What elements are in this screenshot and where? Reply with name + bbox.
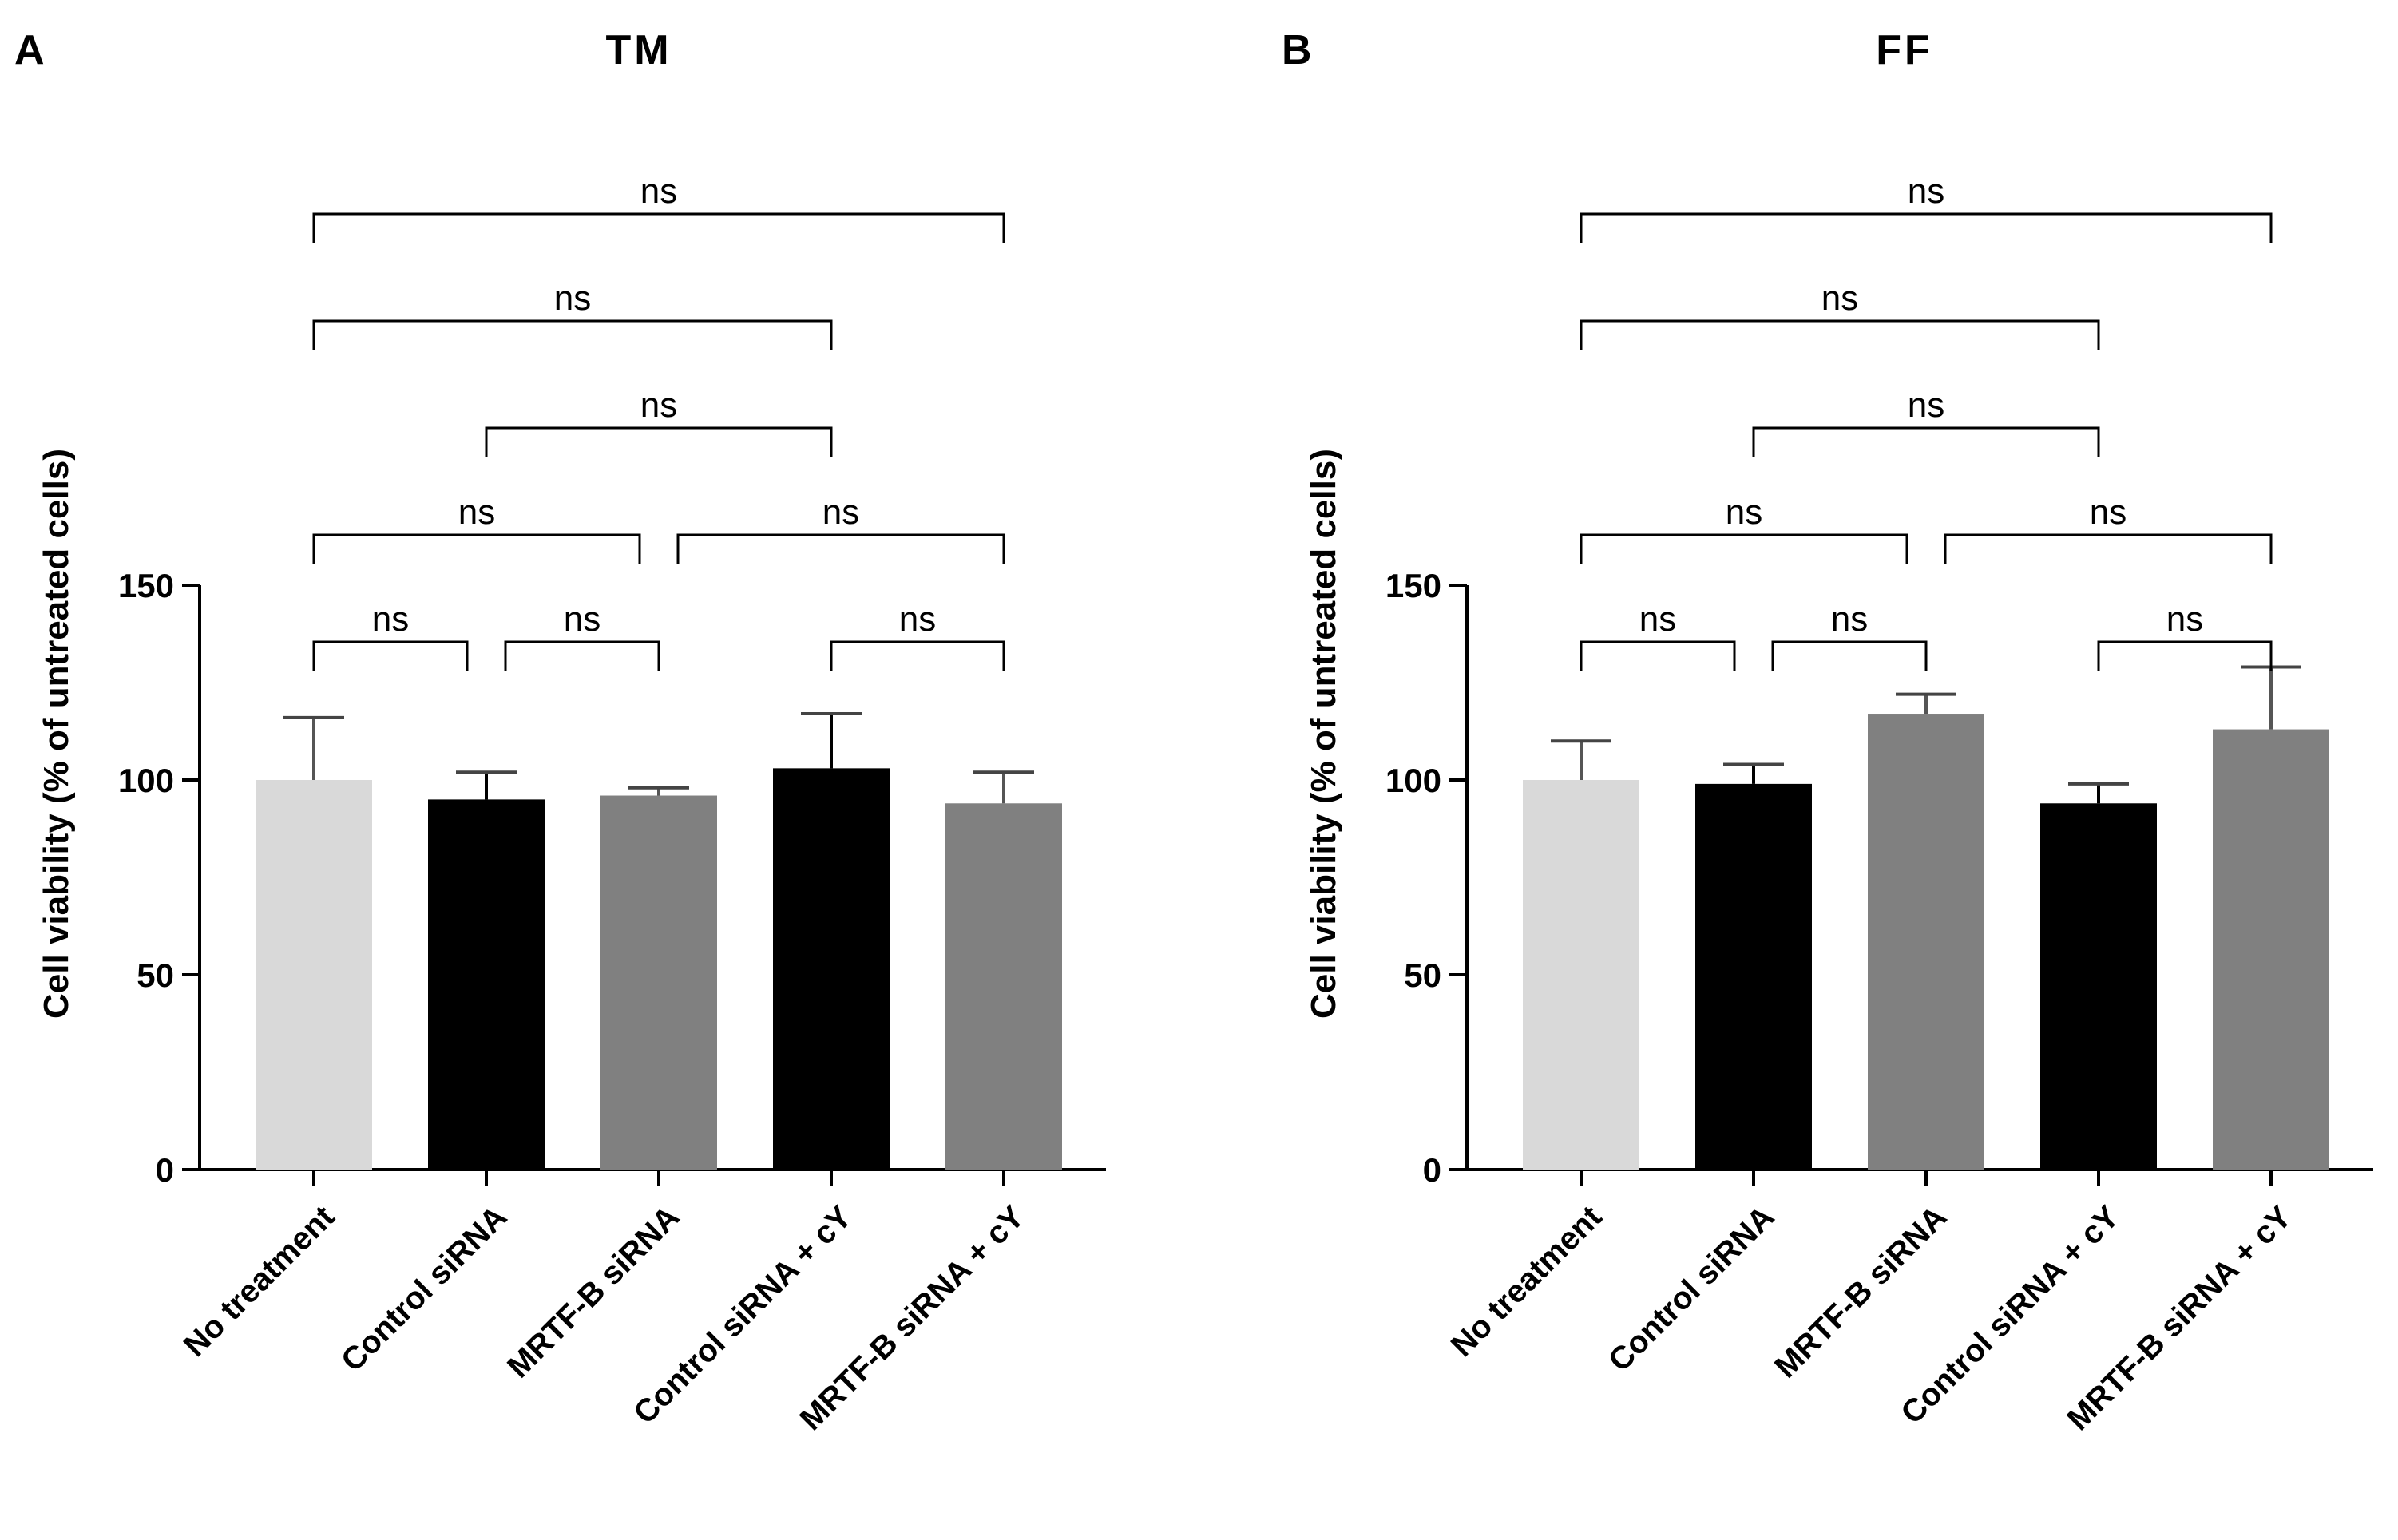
bar [945, 803, 1062, 1170]
y-axis-label: Cell viability (% of untreated cells) [37, 449, 76, 1019]
panel-b: B FF Cell viability (% of untreated cell… [1282, 27, 2373, 1437]
category-label: MRTF-B siRNA [501, 1199, 686, 1384]
significance-bracket [1580, 319, 2100, 350]
bar [256, 780, 372, 1170]
significance-label: ns [822, 493, 859, 532]
category-label: No treatment [1445, 1199, 1609, 1364]
significance-bracket [312, 212, 1005, 243]
significance-label: ns [1831, 600, 1868, 639]
significance-bracket [1771, 640, 1928, 671]
panel-b-letter: B [1282, 27, 1312, 73]
bar [2213, 729, 2329, 1170]
category-label: Control siRNA [335, 1199, 513, 1378]
panel-b-title: FF [1876, 27, 1933, 73]
bar [1695, 783, 1812, 1170]
significance-bracket [2097, 640, 2273, 671]
significance-label: ns [458, 493, 495, 532]
significance-label: ns [2090, 493, 2126, 532]
bar [1523, 780, 1639, 1170]
significance-label: ns [1908, 386, 1944, 425]
significance-label: ns [1726, 493, 1762, 532]
significance-bracket [1580, 533, 1908, 564]
significance-bracket [504, 640, 660, 671]
significance-label: ns [1908, 172, 1944, 211]
y-tick-label: 150 [1385, 567, 1441, 604]
y-axis-label: Cell viability (% of untreated cells) [1304, 449, 1343, 1019]
significance-label: ns [564, 600, 600, 639]
significance-bracket [485, 426, 833, 457]
category-label: Control siRNA [1602, 1199, 1781, 1378]
significance-bracket [1580, 640, 1736, 671]
y-tick-label: 100 [118, 762, 174, 799]
category-label: MRTF-B siRNA [1768, 1199, 1953, 1384]
significance-bracket [1580, 212, 2273, 243]
significance-bracket [676, 533, 1005, 564]
panel-a-title: TM [605, 27, 672, 73]
bar [1868, 714, 1984, 1170]
significance-label: ns [640, 172, 677, 211]
bar [428, 799, 545, 1170]
significance-label: ns [554, 279, 591, 318]
bar [773, 768, 890, 1170]
y-tick-label: 100 [1385, 762, 1441, 799]
significance-label: ns [1821, 279, 1858, 318]
significance-label: ns [1639, 600, 1676, 639]
panel-a-letter: A [14, 27, 45, 73]
significance-bracket [1944, 533, 2273, 564]
significance-label: ns [372, 600, 409, 639]
y-tick-label: 50 [137, 956, 174, 994]
significance-bracket [312, 319, 833, 350]
y-tick-label: 150 [118, 567, 174, 604]
bar [600, 795, 717, 1170]
significance-bracket [312, 533, 641, 564]
significance-label: ns [640, 386, 677, 425]
significance-bracket [830, 640, 1005, 671]
significance-label: ns [899, 600, 936, 639]
y-tick-label: 50 [1404, 956, 1441, 994]
y-tick-label: 0 [1423, 1151, 1441, 1189]
y-tick-label: 0 [156, 1151, 174, 1189]
panel-a: A TM Cell viability (% of untreated cell… [14, 27, 1106, 1437]
significance-bracket [1752, 426, 2100, 457]
bar [2040, 803, 2157, 1170]
significance-label: ns [2166, 600, 2203, 639]
significance-bracket [312, 640, 469, 671]
category-label: No treatment [177, 1199, 342, 1364]
